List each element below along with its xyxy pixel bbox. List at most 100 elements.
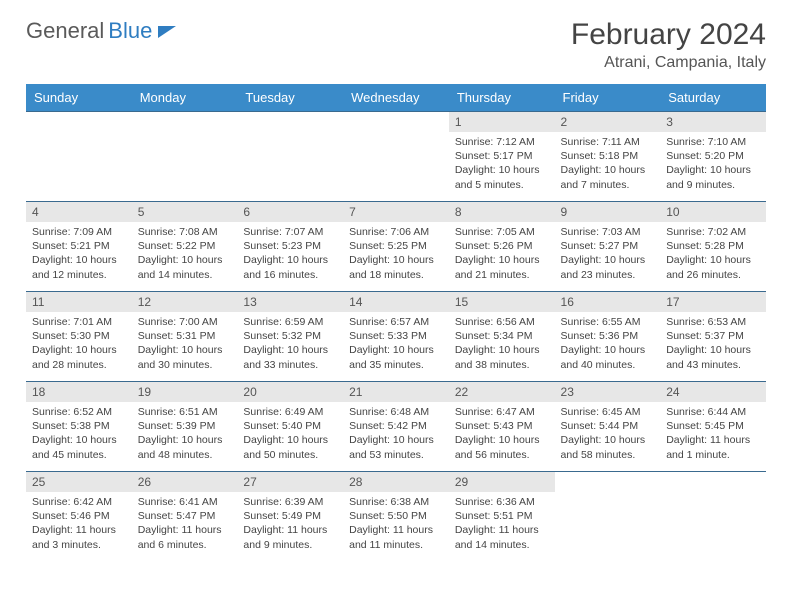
calendar-day-cell: 21Sunrise: 6:48 AMSunset: 5:42 PMDayligh… [343,382,449,472]
daylight-text: Daylight: 10 hours and 45 minutes. [32,433,126,461]
calendar-empty-cell [26,112,132,202]
calendar-week-row: 4Sunrise: 7:09 AMSunset: 5:21 PMDaylight… [26,202,766,292]
title-block: February 2024 Atrani, Campania, Italy [571,18,766,72]
sunset-text: Sunset: 5:37 PM [666,329,760,343]
day-number: 27 [237,472,343,492]
day-number: 2 [555,112,661,132]
sunset-text: Sunset: 5:34 PM [455,329,549,343]
sunset-text: Sunset: 5:21 PM [32,239,126,253]
calendar-day-cell: 10Sunrise: 7:02 AMSunset: 5:28 PMDayligh… [660,202,766,292]
sunset-text: Sunset: 5:17 PM [455,149,549,163]
page-header: GeneralBlue February 2024 Atrani, Campan… [26,18,766,72]
day-number: 18 [26,382,132,402]
calendar-day-cell: 12Sunrise: 7:00 AMSunset: 5:31 PMDayligh… [132,292,238,382]
calendar-day-cell: 28Sunrise: 6:38 AMSunset: 5:50 PMDayligh… [343,472,449,562]
daylight-text: Daylight: 10 hours and 38 minutes. [455,343,549,371]
sunrise-text: Sunrise: 6:57 AM [349,315,443,329]
calendar-week-row: 18Sunrise: 6:52 AMSunset: 5:38 PMDayligh… [26,382,766,472]
daylight-text: Daylight: 11 hours and 1 minute. [666,433,760,461]
day-number: 15 [449,292,555,312]
sunset-text: Sunset: 5:20 PM [666,149,760,163]
day-info: Sunrise: 6:47 AMSunset: 5:43 PMDaylight:… [449,402,555,466]
calendar-empty-cell [237,112,343,202]
calendar-day-cell: 18Sunrise: 6:52 AMSunset: 5:38 PMDayligh… [26,382,132,472]
brand-triangle-icon [158,26,176,38]
calendar-day-cell: 19Sunrise: 6:51 AMSunset: 5:39 PMDayligh… [132,382,238,472]
daylight-text: Daylight: 10 hours and 28 minutes. [32,343,126,371]
day-info: Sunrise: 6:55 AMSunset: 5:36 PMDaylight:… [555,312,661,376]
calendar-day-cell: 27Sunrise: 6:39 AMSunset: 5:49 PMDayligh… [237,472,343,562]
sunrise-text: Sunrise: 7:01 AM [32,315,126,329]
sunset-text: Sunset: 5:26 PM [455,239,549,253]
sunrise-text: Sunrise: 7:11 AM [561,135,655,149]
day-info: Sunrise: 6:44 AMSunset: 5:45 PMDaylight:… [660,402,766,466]
calendar-empty-cell [555,472,661,562]
brand-part2: Blue [108,18,152,44]
calendar-week-row: 1Sunrise: 7:12 AMSunset: 5:17 PMDaylight… [26,112,766,202]
day-number: 12 [132,292,238,312]
daylight-text: Daylight: 10 hours and 21 minutes. [455,253,549,281]
weekday-header: Wednesday [343,84,449,112]
calendar-day-cell: 1Sunrise: 7:12 AMSunset: 5:17 PMDaylight… [449,112,555,202]
daylight-text: Daylight: 10 hours and 50 minutes. [243,433,337,461]
day-number: 6 [237,202,343,222]
sunset-text: Sunset: 5:33 PM [349,329,443,343]
sunrise-text: Sunrise: 6:45 AM [561,405,655,419]
day-number: 1 [449,112,555,132]
daylight-text: Daylight: 10 hours and 48 minutes. [138,433,232,461]
day-info: Sunrise: 7:12 AMSunset: 5:17 PMDaylight:… [449,132,555,196]
sunrise-text: Sunrise: 6:44 AM [666,405,760,419]
sunrise-text: Sunrise: 6:51 AM [138,405,232,419]
daylight-text: Daylight: 10 hours and 14 minutes. [138,253,232,281]
day-info: Sunrise: 6:39 AMSunset: 5:49 PMDaylight:… [237,492,343,556]
day-number: 7 [343,202,449,222]
sunrise-text: Sunrise: 6:36 AM [455,495,549,509]
calendar-day-cell: 6Sunrise: 7:07 AMSunset: 5:23 PMDaylight… [237,202,343,292]
calendar-header-row: SundayMondayTuesdayWednesdayThursdayFrid… [26,84,766,112]
day-number: 29 [449,472,555,492]
sunrise-text: Sunrise: 7:03 AM [561,225,655,239]
sunrise-text: Sunrise: 6:56 AM [455,315,549,329]
day-info: Sunrise: 6:52 AMSunset: 5:38 PMDaylight:… [26,402,132,466]
calendar-day-cell: 3Sunrise: 7:10 AMSunset: 5:20 PMDaylight… [660,112,766,202]
sunset-text: Sunset: 5:28 PM [666,239,760,253]
sunset-text: Sunset: 5:25 PM [349,239,443,253]
calendar-week-row: 25Sunrise: 6:42 AMSunset: 5:46 PMDayligh… [26,472,766,562]
weekday-header: Sunday [26,84,132,112]
day-number: 3 [660,112,766,132]
calendar-day-cell: 8Sunrise: 7:05 AMSunset: 5:26 PMDaylight… [449,202,555,292]
daylight-text: Daylight: 10 hours and 12 minutes. [32,253,126,281]
sunset-text: Sunset: 5:42 PM [349,419,443,433]
sunrise-text: Sunrise: 6:39 AM [243,495,337,509]
sunset-text: Sunset: 5:50 PM [349,509,443,523]
daylight-text: Daylight: 10 hours and 58 minutes. [561,433,655,461]
sunset-text: Sunset: 5:27 PM [561,239,655,253]
daylight-text: Daylight: 10 hours and 30 minutes. [138,343,232,371]
calendar-day-cell: 26Sunrise: 6:41 AMSunset: 5:47 PMDayligh… [132,472,238,562]
daylight-text: Daylight: 10 hours and 23 minutes. [561,253,655,281]
sunrise-text: Sunrise: 7:08 AM [138,225,232,239]
calendar-day-cell: 16Sunrise: 6:55 AMSunset: 5:36 PMDayligh… [555,292,661,382]
calendar-week-row: 11Sunrise: 7:01 AMSunset: 5:30 PMDayligh… [26,292,766,382]
sunrise-text: Sunrise: 6:42 AM [32,495,126,509]
day-info: Sunrise: 6:45 AMSunset: 5:44 PMDaylight:… [555,402,661,466]
sunrise-text: Sunrise: 6:52 AM [32,405,126,419]
day-number: 5 [132,202,238,222]
calendar-day-cell: 25Sunrise: 6:42 AMSunset: 5:46 PMDayligh… [26,472,132,562]
day-info: Sunrise: 6:36 AMSunset: 5:51 PMDaylight:… [449,492,555,556]
sunset-text: Sunset: 5:45 PM [666,419,760,433]
calendar-empty-cell [660,472,766,562]
calendar-empty-cell [132,112,238,202]
sunset-text: Sunset: 5:44 PM [561,419,655,433]
calendar-day-cell: 9Sunrise: 7:03 AMSunset: 5:27 PMDaylight… [555,202,661,292]
sunrise-text: Sunrise: 7:10 AM [666,135,760,149]
daylight-text: Daylight: 10 hours and 18 minutes. [349,253,443,281]
calendar-day-cell: 11Sunrise: 7:01 AMSunset: 5:30 PMDayligh… [26,292,132,382]
daylight-text: Daylight: 10 hours and 35 minutes. [349,343,443,371]
daylight-text: Daylight: 10 hours and 26 minutes. [666,253,760,281]
sunset-text: Sunset: 5:49 PM [243,509,337,523]
weekday-header: Saturday [660,84,766,112]
day-number: 10 [660,202,766,222]
sunrise-text: Sunrise: 6:59 AM [243,315,337,329]
weekday-header: Friday [555,84,661,112]
